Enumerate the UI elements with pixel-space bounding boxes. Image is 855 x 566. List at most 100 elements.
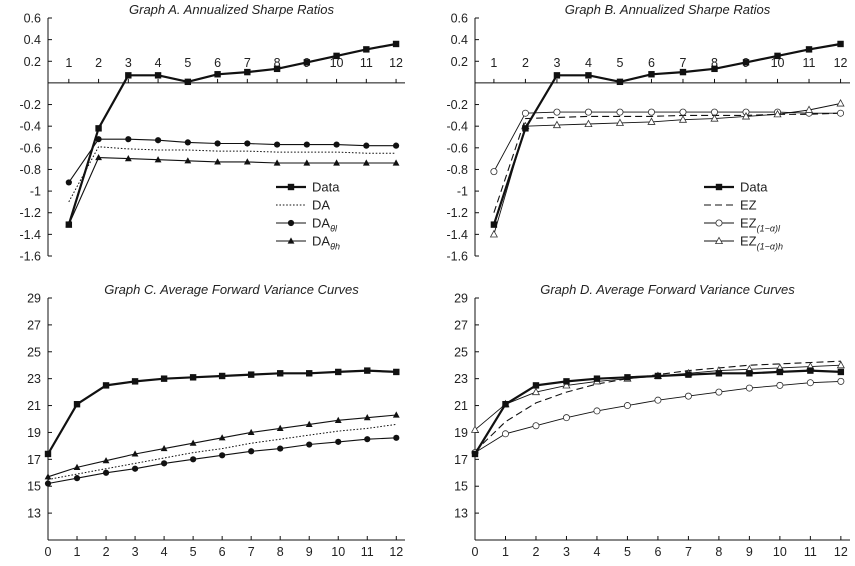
data-point [334, 416, 342, 423]
x-tick-label: 1 [74, 545, 81, 559]
x-tick-label: 7 [248, 545, 255, 559]
data-point [218, 372, 226, 380]
data-point [502, 401, 509, 408]
x-tick-label: 7 [680, 56, 687, 70]
series-da [68, 146, 397, 203]
data-point [647, 108, 655, 116]
data-point [65, 221, 73, 228]
data-point [532, 382, 540, 389]
data-point [648, 71, 655, 78]
y-tick-label: 0.4 [451, 33, 468, 47]
data-point [552, 120, 562, 129]
data-point [247, 371, 255, 378]
x-tick-label: 1 [502, 545, 509, 559]
x-tick-label: 12 [834, 56, 848, 70]
data-point [131, 378, 139, 385]
legend-label-main: Data [312, 180, 340, 195]
x-tick-label: 12 [389, 56, 403, 70]
data-point [73, 475, 81, 482]
series-line [47, 414, 397, 478]
data-point [654, 372, 662, 380]
data-point [102, 457, 110, 464]
chart-title: Graph C. Average Forward Variance Curves [104, 282, 359, 297]
x-tick-label: 11 [803, 56, 816, 70]
y-tick-label: -0.6 [19, 141, 41, 155]
data-point [624, 374, 631, 381]
data-point [243, 158, 251, 165]
y-tick-label: -1 [457, 185, 468, 199]
legend-label: DAθh [312, 234, 340, 252]
data-point [333, 141, 340, 148]
x-tick-label: 7 [244, 56, 251, 70]
data-point [715, 370, 723, 377]
series-line [493, 112, 841, 213]
x-tick-label: 1 [65, 56, 72, 70]
data-point [616, 108, 624, 116]
data-point [102, 382, 110, 389]
y-tick-label: 27 [454, 318, 468, 332]
data-point [95, 125, 102, 132]
data-point [214, 158, 221, 165]
y-tick-label: 0.4 [24, 33, 41, 47]
data-point [131, 465, 139, 472]
data-point [44, 473, 52, 480]
x-tick-label: 2 [532, 545, 539, 559]
data-point [160, 444, 168, 452]
y-tick-label: -1 [30, 185, 41, 199]
data-point [364, 367, 371, 374]
data-point [95, 136, 102, 143]
chart-c: Graph C. Average Forward Variance Curves… [27, 282, 405, 559]
data-point [276, 424, 284, 432]
legend-label: DAθl [312, 216, 338, 234]
data-point [184, 139, 191, 146]
data-point [715, 388, 723, 396]
legend-label: EZ(1−α)l [740, 216, 781, 234]
legend-label-main: DA [312, 234, 330, 249]
data-point [189, 374, 197, 381]
series-da-h [44, 411, 400, 480]
data-point [837, 368, 845, 376]
data-point [773, 109, 782, 118]
data-point [774, 52, 781, 60]
data-point [363, 414, 371, 421]
legend-marker [287, 183, 295, 191]
data-point [273, 65, 281, 73]
y-tick-label: 29 [454, 292, 468, 306]
data-point [741, 112, 751, 120]
data-point [333, 159, 340, 166]
x-tick-label: 9 [746, 545, 753, 559]
data-point [273, 141, 281, 148]
legend-label-main: Data [740, 180, 768, 195]
x-tick-label: 6 [648, 56, 655, 70]
legend-label: EZ [740, 198, 757, 213]
data-point [73, 401, 81, 408]
data-point [393, 368, 400, 376]
data-point [531, 387, 541, 396]
legend-label-main: EZ [740, 234, 757, 249]
data-point [654, 396, 662, 404]
series-line [493, 111, 841, 172]
series-line [474, 369, 841, 455]
data-point [303, 59, 311, 66]
data-point [154, 156, 162, 163]
chart-d: Graph D. Average Forward Variance Curves… [454, 282, 850, 559]
y-tick-label: 21 [27, 399, 41, 413]
data-point [305, 420, 313, 427]
chart-title: Graph D. Average Forward Variance Curves [540, 282, 795, 297]
data-point [679, 68, 687, 76]
data-point [306, 441, 313, 448]
x-tick-label: 6 [214, 56, 221, 70]
legend-label-sub: θh [330, 242, 340, 252]
data-point [125, 72, 132, 79]
data-point [647, 117, 656, 125]
data-point [562, 380, 571, 389]
x-tick-label: 8 [711, 56, 718, 70]
x-tick-label: 7 [685, 545, 692, 559]
legend-label-main: EZ [740, 198, 757, 213]
data-point [131, 450, 139, 457]
data-point [306, 370, 313, 377]
series-da-l [44, 434, 400, 487]
x-tick-label: 12 [834, 545, 848, 559]
data-point [623, 402, 631, 410]
